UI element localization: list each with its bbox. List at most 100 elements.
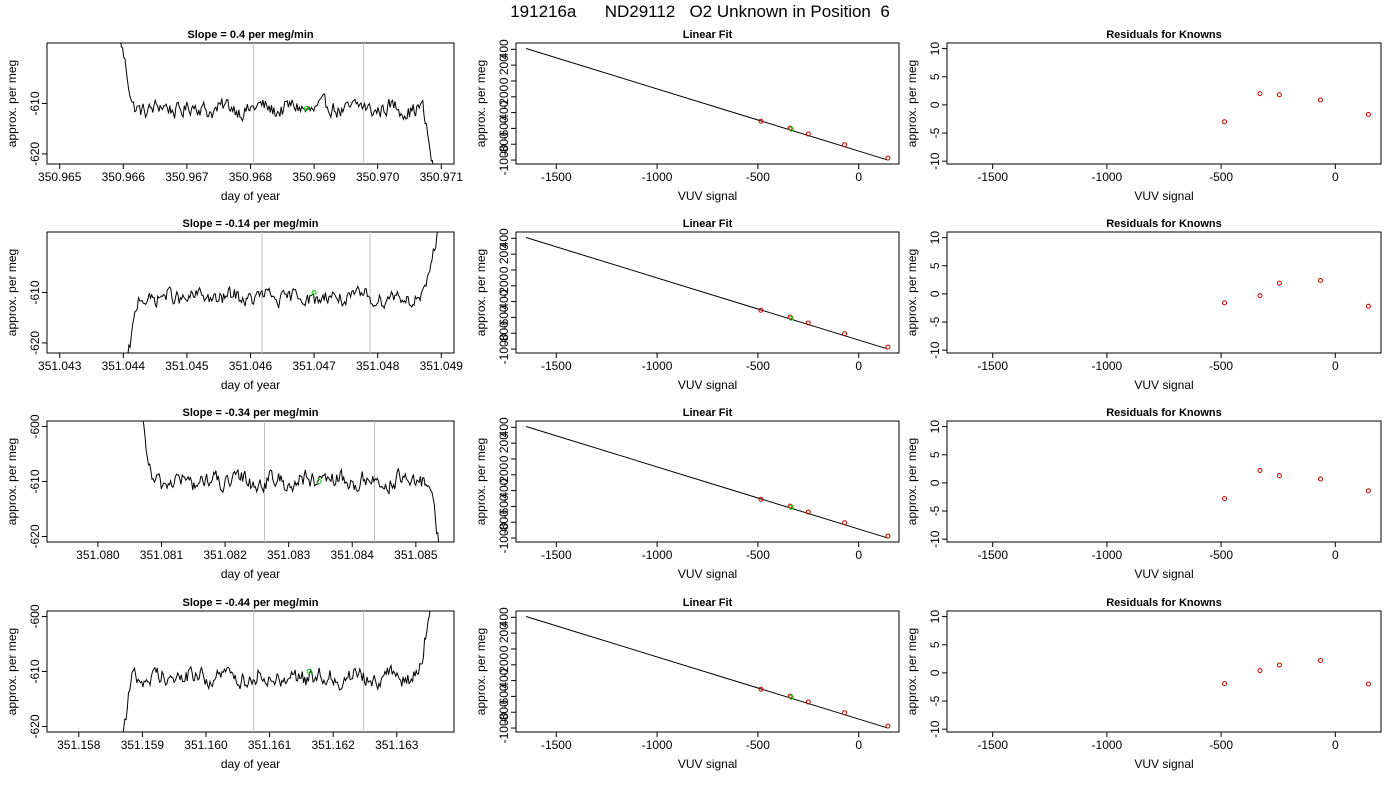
y-tick-label: -800 [497,700,511,724]
y-tick-label: -10 [928,152,942,170]
x-tick-label: -1500 [977,738,1008,752]
fit-line [525,48,889,161]
x-tick-label: 350.968 [229,170,273,184]
y-tick-label: -800 [497,132,511,156]
unknown-point [788,504,794,510]
fit-line [525,237,889,350]
x-tick-label: 351.046 [229,359,273,373]
x-tick-label: 350.967 [165,170,209,184]
residual-point [1365,488,1371,494]
plot-frame [946,420,1382,543]
y-tick-label: -200 [497,273,511,297]
known-point [758,686,764,692]
x-tick-label: 350.971 [420,170,464,184]
y-tick-label: 5 [928,262,942,269]
x-tick-label: -1500 [541,359,572,373]
y-axis-label: approx. per meg [5,438,19,525]
y-tick-label: -600 [497,494,511,518]
x-tick-label: 350.966 [102,170,146,184]
y-tick-label: 200 [497,433,511,453]
x-tick-label: -500 [1209,548,1233,562]
x-tick-label: 351.048 [356,359,400,373]
residual-point [1257,468,1263,474]
x-axis-label: VUV signal [678,567,737,581]
known-point [805,699,811,705]
y-axis-label: approx. per meg [5,60,19,147]
x-tick-label: 0 [855,359,862,373]
known-point [842,710,848,716]
panel-1-3: Residuals for Knowns -1500 -1000 -500 0 -10 -5… [905,29,1382,203]
known-point [758,118,764,124]
y-tick-label: -610 [28,659,42,683]
y-tick-label: -1000 [497,712,511,743]
plot-frame [946,610,1382,733]
x-tick-label: 0 [1332,738,1339,752]
y-tick-label: -610 [28,91,42,115]
y-tick-label: 400 [497,417,511,437]
x-tick-label: 350.965 [38,170,82,184]
residual-point [1317,658,1323,664]
y-tick-label: 200 [497,623,511,643]
signal-trace [142,421,440,542]
x-tick-label: 351.043 [38,359,82,373]
x-tick-label: 351.160 [184,738,228,752]
y-tick-label: 10 [928,42,942,56]
x-tick-label: 351.082 [203,548,247,562]
y-tick-label: 0 [928,669,942,676]
y-tick-label: -620 [28,524,42,548]
panel-title: Slope = -0.14 per meg/min [182,218,318,230]
panel-2-1: Slope = -0.14 per meg/min 351.043 351.044 3… [5,218,463,392]
panel-title: Slope = -0.34 per meg/min [182,407,318,419]
panel-title: Linear Fit [683,597,733,609]
x-tick-label: -1000 [1092,738,1123,752]
y-tick-label: -400 [497,668,511,692]
y-tick-label: 400 [497,228,511,248]
x-tick-label: 0 [1332,359,1339,373]
y-tick-label: -10 [928,720,942,738]
known-point [885,344,891,350]
y-tick-label: 10 [928,420,942,434]
residual-point [1276,473,1282,479]
y-axis-label: approx. per meg [5,249,19,336]
x-axis-label: day of year [221,567,280,581]
x-tick-label: 350.969 [292,170,336,184]
x-tick-label: 0 [855,548,862,562]
x-tick-label: -500 [746,359,770,373]
x-tick-label: -1000 [642,170,673,184]
x-tick-label: 351.047 [292,359,336,373]
x-axis-label: VUV signal [1134,567,1193,581]
x-tick-label: -1000 [1092,548,1123,562]
y-tick-label: -10 [928,341,942,359]
y-tick-label: 0 [928,101,942,108]
panel-3-3: Residuals for Knowns -1500 -1000 -500 0 -10 -5… [905,407,1382,581]
x-axis-label: VUV signal [1134,378,1193,392]
residual-point [1365,303,1371,309]
known-point [758,496,764,502]
plot-frame [515,42,900,165]
x-tick-label: 351.045 [165,359,209,373]
known-point [885,155,891,161]
plot-frame [515,420,900,543]
signal-trace [120,43,434,164]
x-tick-label: 0 [1332,170,1339,184]
residual-point [1222,496,1228,502]
x-tick-label: -1500 [541,170,572,184]
y-tick-label: 10 [928,231,942,245]
panel-title: Linear Fit [683,407,733,419]
y-axis-label: approx. per meg [5,628,19,715]
unknown-marker [316,479,322,484]
plot-frame [946,231,1382,354]
y-tick-label: 200 [497,244,511,264]
y-tick-label: -5 [928,316,942,327]
known-point [787,125,793,131]
known-point [805,320,811,326]
y-tick-label: -600 [28,414,42,438]
y-tick-label: -800 [497,321,511,345]
y-tick-label: 400 [497,607,511,627]
residual-point [1276,662,1282,668]
x-tick-label: -1000 [1092,359,1123,373]
residual-point [1276,280,1282,286]
y-tick-label: 5 [928,451,942,458]
x-axis-label: VUV signal [1134,189,1193,203]
